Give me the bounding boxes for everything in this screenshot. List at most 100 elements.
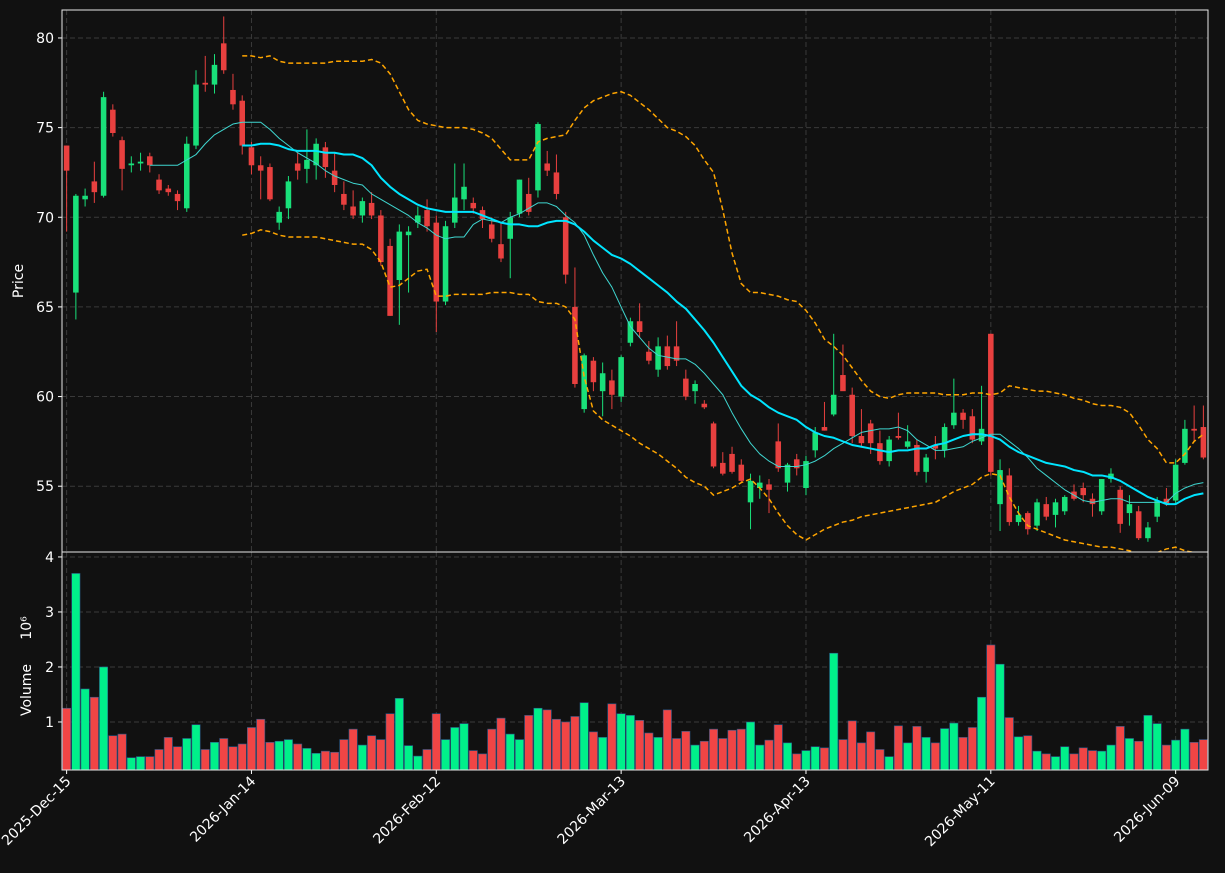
volume-bar (561, 721, 571, 770)
candle-body (230, 89, 236, 105)
volume-bar (930, 742, 940, 770)
volume-bar (117, 733, 127, 770)
candle-body (867, 423, 874, 444)
volume-bar (958, 737, 968, 770)
volume-bar (681, 731, 691, 770)
volume-bar (404, 745, 414, 770)
candle-body (738, 464, 745, 481)
volume-bar (108, 735, 118, 770)
volume-bar (1051, 756, 1060, 770)
volume-bar (625, 715, 635, 770)
candle-body (812, 432, 818, 451)
volume-bar (1124, 738, 1134, 770)
candle-body (729, 453, 735, 472)
volume-bar (524, 715, 534, 770)
volume-bar (820, 747, 829, 770)
candle-body (692, 384, 698, 392)
volume-bar (182, 738, 192, 770)
candle-body (498, 244, 504, 259)
volume-bar (320, 750, 330, 770)
volume-bar (200, 749, 210, 770)
volume-bar (856, 742, 866, 770)
volume-bar (126, 757, 136, 770)
y2-tick-label: 4 (45, 550, 54, 566)
candle-body (73, 195, 79, 293)
candle-body (211, 64, 218, 85)
candle-body (544, 163, 550, 171)
candle-body (415, 215, 421, 223)
overlay-line (149, 121, 1204, 503)
candle-body (1182, 428, 1188, 463)
candle-body (525, 193, 532, 212)
volume-bar (247, 727, 256, 770)
volume-bar (699, 740, 709, 770)
volume-bar (977, 696, 987, 770)
volume-bar (293, 743, 303, 770)
volume-bar (764, 739, 774, 770)
candle-body (1098, 479, 1105, 512)
candle-body (784, 464, 791, 483)
volume-bar (367, 735, 377, 770)
y-tick-label: 80 (36, 31, 54, 47)
volume-bar (533, 707, 543, 770)
volume-bar (478, 753, 487, 770)
candle-body (285, 181, 292, 209)
candle-body (220, 43, 227, 71)
volume-bar (89, 696, 99, 770)
volume-bar (283, 739, 293, 770)
candle-body (165, 188, 172, 193)
candle-body (683, 378, 689, 397)
y2-axis-offset: 10⁶ (19, 616, 35, 640)
overlay-line (242, 229, 1204, 552)
volume-bar (311, 753, 321, 770)
candle-body (424, 210, 430, 227)
volume-bar (1078, 747, 1088, 770)
volume-bar (468, 750, 478, 770)
candle-body (636, 321, 643, 333)
candle-body (793, 459, 800, 469)
volume-bar (348, 728, 358, 770)
volume-bar (237, 743, 247, 770)
candle-body (202, 82, 209, 85)
volume-bar (810, 746, 820, 770)
volume-bar (1069, 753, 1079, 770)
candle-body (803, 461, 809, 488)
volume-bar (949, 722, 959, 770)
volume-bar (542, 709, 552, 770)
candle-body (1089, 498, 1096, 505)
candle-body (1015, 514, 1022, 523)
candle-body (923, 457, 929, 472)
candle-body (147, 156, 153, 166)
candle-body (646, 351, 652, 361)
candle-body (1191, 428, 1197, 431)
candle-body (988, 333, 994, 472)
candle-body (1052, 502, 1059, 515)
y-tick-label: 65 (36, 300, 54, 316)
volume-bar (71, 573, 81, 770)
volume-bar (801, 750, 811, 770)
candle-body (581, 355, 587, 410)
overlay-line (242, 55, 1204, 464)
volume-bar (607, 703, 617, 770)
volume-bar (173, 746, 182, 770)
candle-body (960, 412, 966, 420)
candle-body (193, 84, 199, 146)
volume-bar (1171, 739, 1181, 770)
candle-body (951, 412, 957, 426)
volume-bar (921, 737, 931, 770)
volume-bar (515, 739, 524, 770)
candle-body (110, 109, 116, 133)
volume-bar (912, 726, 922, 770)
volume-bar (875, 749, 885, 770)
volume-bar (884, 756, 894, 770)
candle-body (609, 380, 615, 395)
candle-body (1043, 504, 1050, 517)
volume-bar (1143, 715, 1153, 770)
volume-bar (783, 742, 792, 770)
candle-body (63, 145, 70, 171)
volume-bar (1152, 723, 1162, 770)
candle-body (941, 427, 948, 451)
candle-body (673, 346, 680, 361)
volume-bar (644, 732, 654, 770)
candle-body (452, 197, 458, 223)
